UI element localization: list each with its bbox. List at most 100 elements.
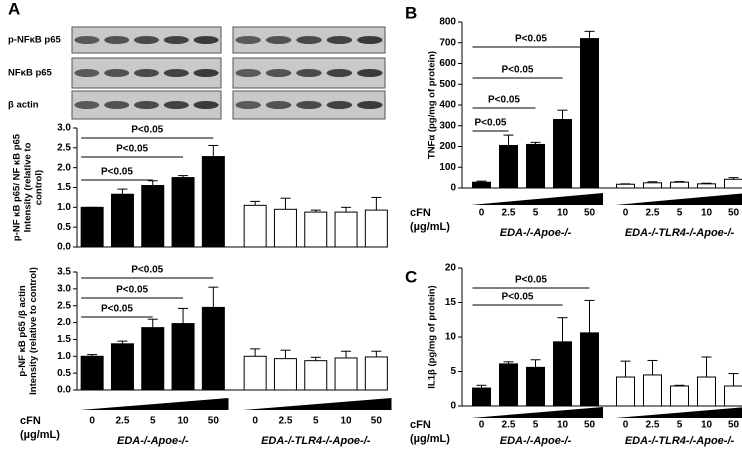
bar bbox=[364, 356, 388, 391]
bar bbox=[304, 360, 328, 391]
x-tick-label: 50 bbox=[728, 420, 740, 431]
bar bbox=[499, 144, 518, 189]
blot-band bbox=[74, 36, 100, 44]
blot-band bbox=[235, 101, 261, 109]
blot-band bbox=[265, 36, 292, 44]
bar bbox=[472, 181, 491, 189]
y-tick-label: 10 bbox=[445, 332, 457, 343]
blot-band bbox=[193, 69, 219, 77]
blot-band bbox=[265, 101, 292, 109]
bar bbox=[580, 38, 599, 189]
y-tick-label: 5 bbox=[450, 366, 456, 377]
blot-band bbox=[163, 36, 189, 44]
blot-band bbox=[235, 36, 261, 44]
group-label: EDA-/-TLR4-/-Apoe-/- bbox=[625, 435, 735, 447]
y-axis-label: p-NF κB p65/ NF κB p65 bbox=[12, 133, 23, 241]
x-axis-label: (µg/mL) bbox=[410, 433, 450, 445]
panel-letter: C bbox=[405, 267, 417, 286]
y-tick-label: 200 bbox=[439, 141, 456, 152]
bar bbox=[201, 156, 225, 248]
blot-band bbox=[296, 36, 322, 44]
y-tick-label: 2.5 bbox=[57, 300, 71, 311]
y-tick-label: 600 bbox=[439, 58, 456, 69]
panel-letter: B bbox=[405, 3, 417, 22]
significance-label: P<0.05 bbox=[101, 167, 133, 178]
group-label: EDA-/-TLR4-/-Apoe-/- bbox=[261, 435, 371, 447]
x-tick-label: 10 bbox=[701, 208, 713, 219]
blot-band bbox=[74, 101, 100, 109]
y-tick-label: 1.5 bbox=[57, 182, 71, 193]
x-tick-label: 50 bbox=[584, 420, 596, 431]
significance-label: P<0.05 bbox=[131, 125, 163, 136]
bar bbox=[643, 182, 662, 189]
y-tick-label: 3.0 bbox=[57, 123, 71, 134]
x-tick-label: 0 bbox=[623, 208, 629, 219]
blot-band bbox=[104, 69, 130, 77]
bar bbox=[304, 211, 328, 248]
y-axis-label: p-NF κB p65 /β actin bbox=[17, 285, 28, 377]
bar bbox=[670, 181, 689, 189]
x-tick-label: 5 bbox=[150, 416, 156, 427]
blot-band bbox=[133, 36, 160, 44]
bar bbox=[110, 343, 134, 391]
x-tick-label: 50 bbox=[584, 208, 596, 219]
x-tick-label: 10 bbox=[557, 420, 569, 431]
group-label: EDA-/-Apoe-/- bbox=[117, 435, 189, 447]
y-tick-label: 700 bbox=[439, 37, 456, 48]
dose-wedge bbox=[80, 398, 229, 410]
y-tick-label: 3.0 bbox=[57, 283, 71, 294]
bar bbox=[243, 355, 267, 391]
y-tick-label: 2.0 bbox=[57, 162, 71, 173]
bar bbox=[670, 385, 689, 407]
significance-label: P<0.05 bbox=[116, 144, 148, 155]
x-tick-label: 0 bbox=[89, 416, 95, 427]
significance-label: P<0.05 bbox=[515, 34, 547, 45]
blot-band bbox=[357, 36, 383, 44]
bar bbox=[499, 363, 518, 407]
group-label: EDA-/-Apoe-/- bbox=[500, 227, 572, 239]
x-tick-label: 0 bbox=[623, 420, 629, 431]
dose-wedge bbox=[615, 193, 742, 205]
bar bbox=[110, 193, 134, 248]
y-tick-label: 0.0 bbox=[57, 242, 71, 253]
bar bbox=[553, 119, 572, 189]
y-tick-label: 0 bbox=[450, 401, 456, 412]
dose-wedge bbox=[243, 398, 392, 410]
x-tick-label: 5 bbox=[677, 208, 683, 219]
bar bbox=[171, 323, 195, 391]
significance-label: P<0.05 bbox=[488, 95, 520, 106]
y-tick-label: 0.0 bbox=[57, 385, 71, 396]
bar bbox=[724, 178, 742, 189]
bar bbox=[472, 387, 491, 407]
bar bbox=[141, 327, 165, 391]
bar bbox=[364, 209, 388, 248]
blot-band bbox=[326, 101, 353, 109]
x-tick-label: 10 bbox=[340, 416, 352, 427]
x-axis-label: cFN bbox=[410, 419, 431, 431]
bar bbox=[141, 185, 165, 248]
y-axis-label: control) bbox=[34, 170, 45, 205]
significance-label: P<0.05 bbox=[502, 292, 534, 303]
significance-label: P<0.05 bbox=[131, 265, 163, 276]
bar bbox=[80, 355, 104, 391]
y-tick-label: 1.0 bbox=[57, 351, 71, 362]
x-tick-label: 0 bbox=[479, 208, 485, 219]
significance-label: P<0.05 bbox=[101, 304, 133, 315]
y-tick-label: 300 bbox=[439, 120, 456, 131]
y-tick-label: 0 bbox=[450, 183, 456, 194]
y-tick-label: 0.5 bbox=[57, 368, 71, 379]
y-axis-label: TNFα (pg/mg of protein) bbox=[427, 51, 438, 159]
x-axis-label: cFN bbox=[410, 207, 431, 219]
x-tick-label: 5 bbox=[677, 420, 683, 431]
blot-band bbox=[296, 69, 322, 77]
blot-band bbox=[296, 101, 322, 109]
blot-band bbox=[265, 69, 292, 77]
blot-band bbox=[74, 69, 100, 77]
y-tick-label: 2.0 bbox=[57, 317, 71, 328]
x-axis-label: cFN bbox=[20, 415, 41, 427]
x-tick-label: 2.5 bbox=[278, 416, 292, 427]
x-axis-label: (µg/mL) bbox=[410, 221, 450, 233]
dose-wedge bbox=[471, 407, 603, 418]
x-tick-label: 5 bbox=[533, 208, 539, 219]
